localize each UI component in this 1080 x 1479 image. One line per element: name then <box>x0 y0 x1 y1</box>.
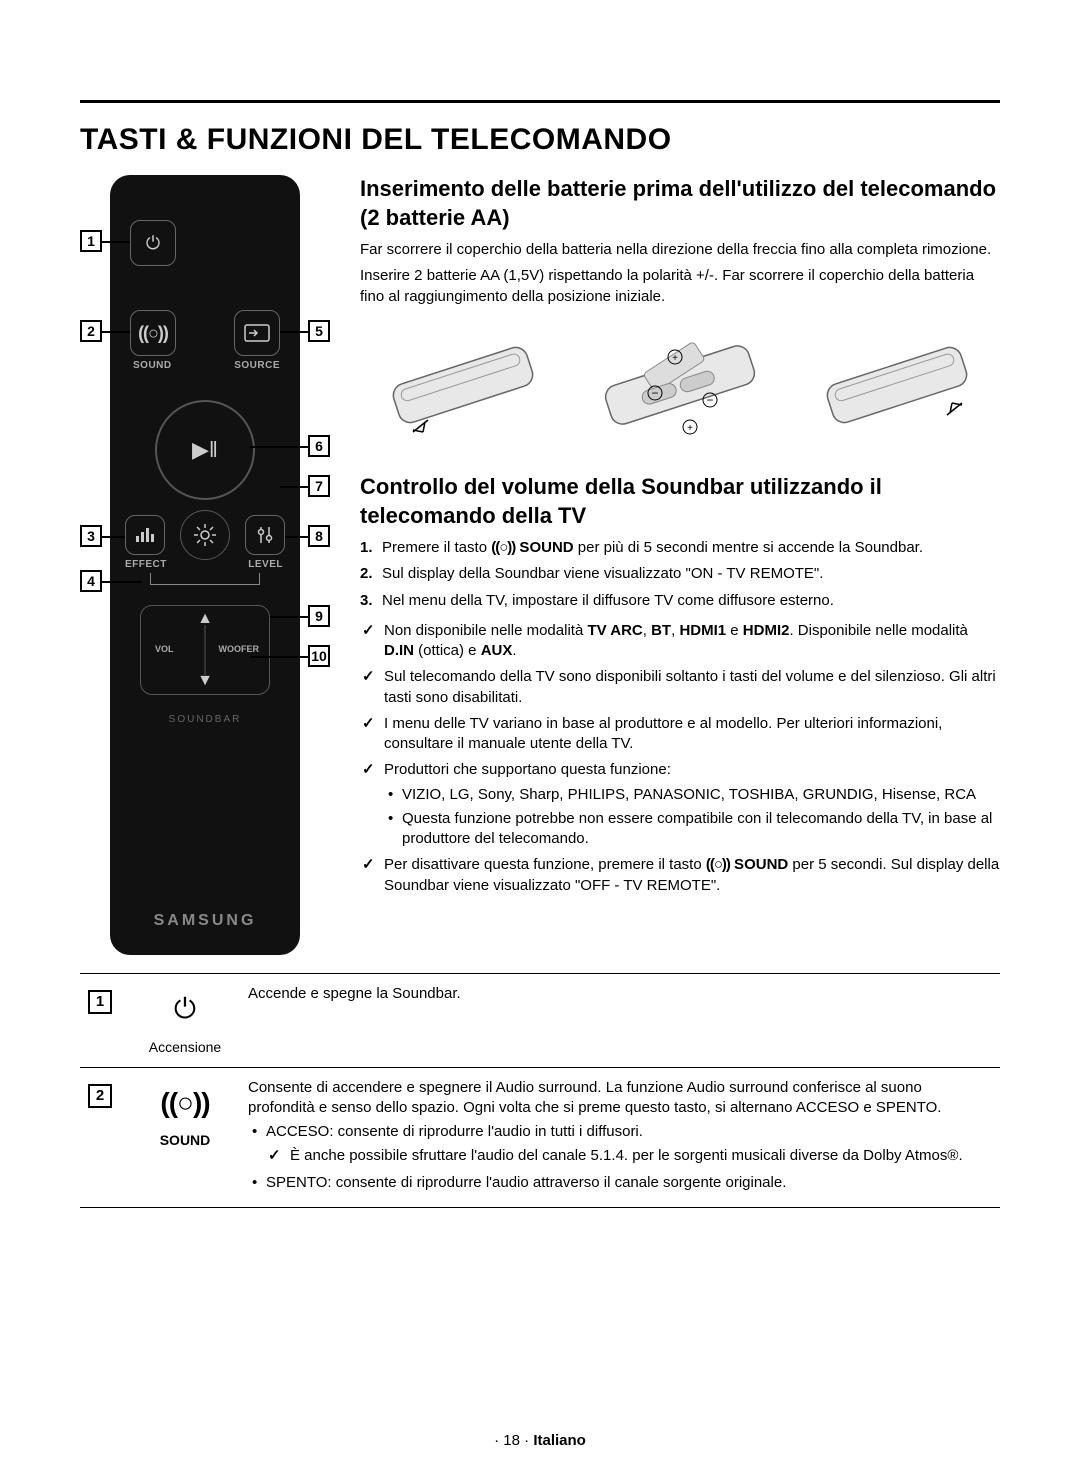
callout-3: 3 <box>80 525 102 547</box>
callout-5: 5 <box>308 320 330 342</box>
callout-1: 1 <box>80 230 102 252</box>
row1-icon-label: Accensione <box>138 1038 232 1057</box>
callout-2: 2 <box>80 320 102 342</box>
svg-text:+: + <box>672 353 678 364</box>
row2-desc: Consente di accendere e spegnere il Audi… <box>240 1067 1000 1207</box>
section2-checks: Non disponibile nelle modalità TV ARC, B… <box>360 621 1000 896</box>
row1-desc: Accende e spegne la Soundbar. <box>240 974 1000 1068</box>
sound-label: SOUND <box>133 360 172 371</box>
row2-b1: ACCESO: consente di riprodurre l'audio i… <box>248 1122 992 1167</box>
chk-1: Non disponibile nelle modalità TV ARC, B… <box>360 621 1000 662</box>
section1-p2: Inserire 2 batterie AA (1,5V) rispettand… <box>360 266 1000 307</box>
callout-9: 9 <box>308 605 330 627</box>
vol-woofer-rocker: ▲ ▼ VOL WOOFER <box>140 605 270 695</box>
woofer-label: WOOFER <box>219 644 260 654</box>
play-pause-button: ▶‖ <box>155 400 255 500</box>
row2-b2: SPENTO: consente di riprodurre l'audio a… <box>248 1173 992 1193</box>
callout-8: 8 <box>308 525 330 547</box>
source-button <box>234 310 280 356</box>
section1-p1: Far scorrere il coperchio della batteria… <box>360 240 1000 260</box>
svg-text:−: − <box>651 386 658 400</box>
sound-button: ((○)) <box>130 310 176 356</box>
power-icon: ⏻ <box>138 990 232 1028</box>
ol-item-2: 2.Sul display della Soundbar viene visua… <box>360 564 1000 584</box>
table-row-2: 2 ((○)) SOUND Consente di accendere e sp… <box>80 1067 1000 1207</box>
callout-7: 7 <box>308 475 330 497</box>
callout-10: 10 <box>308 645 330 667</box>
ol-item-3: 3.Nel menu della TV, impostare il diffus… <box>360 591 1000 611</box>
vol-label: VOL <box>155 644 174 654</box>
row2-num: 2 <box>88 1084 112 1108</box>
gear-bracket <box>150 573 260 585</box>
chk-5: Per disattivare questa funzione, premere… <box>360 855 1000 896</box>
svg-text:−: − <box>706 393 713 407</box>
section2-heading: Controllo del volume della Soundbar util… <box>360 473 1000 530</box>
sound-icon: ((○)) <box>138 1084 232 1122</box>
ol-item-1: 1.Premere il tasto ((○)) SOUND per più d… <box>360 538 1000 558</box>
section1-heading: Inserimento delle batterie prima dell'ut… <box>360 175 1000 232</box>
table-row-1: 1 ⏻ Accensione Accende e spegne la Sound… <box>80 974 1000 1068</box>
soundbar-label: SOUNDBAR <box>169 714 242 725</box>
source-label: SOURCE <box>234 360 280 371</box>
brand-logo: SAMSUNG <box>154 912 257 930</box>
effect-button <box>125 515 165 555</box>
page-title: TASTI & FUNZIONI DEL TELECOMANDO <box>80 123 1000 157</box>
chk-3: I menu delle TV variano in base al produ… <box>360 714 1000 755</box>
row2-icon-label: SOUND <box>138 1131 232 1150</box>
level-button <box>245 515 285 555</box>
level-label: LEVEL <box>248 559 283 570</box>
row2-b1-chk: È anche possibile sfruttare l'audio del … <box>266 1146 992 1166</box>
row1-num: 1 <box>88 990 112 1014</box>
chk-4: Produttori che supportano questa funzion… <box>360 760 1000 849</box>
chk4-b2: Questa funzione potrebbe non essere comp… <box>384 809 1000 850</box>
chk-2: Sul telecomando della TV sono disponibil… <box>360 667 1000 708</box>
svg-text:+: + <box>687 423 693 434</box>
callout-6: 6 <box>308 435 330 457</box>
effect-label: EFFECT <box>125 559 167 570</box>
page-footer: · 18 · Italiano <box>0 1432 1080 1449</box>
remote-diagram: ⏻ ((○)) SOUND SOURCE ▶‖ EFFECT <box>80 175 330 955</box>
battery-figure: + − − + <box>360 315 1000 455</box>
function-table: 1 ⏻ Accensione Accende e spegne la Sound… <box>80 973 1000 1208</box>
power-button: ⏻ <box>130 220 176 266</box>
callout-4: 4 <box>80 570 102 592</box>
section2-ol: 1.Premere il tasto ((○)) SOUND per più d… <box>360 538 1000 611</box>
chk4-b1: VIZIO, LG, Sony, Sharp, PHILIPS, PANASON… <box>384 785 1000 805</box>
gear-button <box>180 510 230 560</box>
